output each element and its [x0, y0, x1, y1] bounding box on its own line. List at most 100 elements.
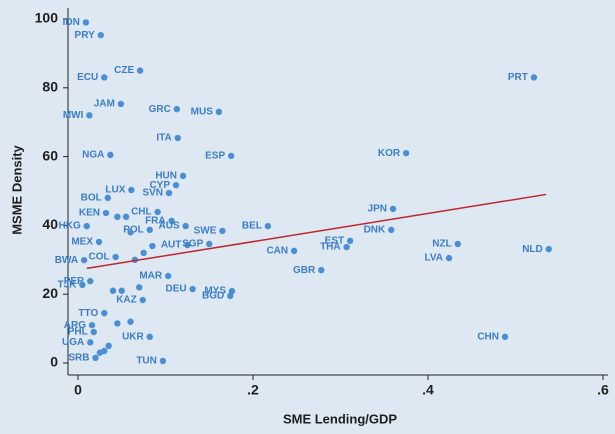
point-label: PRY: [75, 30, 96, 41]
y-tick-label: 20: [42, 285, 58, 301]
point: [445, 254, 453, 262]
x-axis-label: SME Lending/GDP: [283, 411, 397, 426]
point-label: BOL: [81, 193, 102, 204]
point-label: SWE: [194, 226, 217, 237]
point: [88, 321, 96, 329]
point-label: UGA: [62, 337, 84, 348]
x-tick-label: 0: [74, 382, 82, 398]
point: [343, 243, 350, 251]
point-label: MYS: [204, 286, 226, 297]
y-tick-label: 80: [42, 79, 58, 95]
point-label: CAN: [266, 245, 288, 256]
point-label: TJK: [57, 280, 77, 291]
point: [530, 74, 538, 81]
point: [140, 249, 147, 257]
point: [174, 134, 181, 142]
point-label: HUN: [155, 171, 177, 182]
point-label: LUX: [105, 185, 125, 196]
point: [86, 112, 93, 119]
point-label: EST: [325, 236, 344, 247]
point: [389, 205, 397, 213]
point: [82, 19, 90, 26]
point: [122, 213, 130, 220]
point: [118, 287, 125, 294]
point: [501, 333, 509, 341]
y-tick-label: 40: [42, 216, 58, 232]
point-label: CYP: [149, 180, 170, 191]
point: [402, 149, 410, 157]
point-label: THA: [320, 242, 341, 253]
point: [189, 285, 196, 293]
point-label: PHL: [68, 327, 88, 338]
point-label: ITA: [156, 133, 171, 144]
point-label: SVN: [142, 188, 163, 199]
point: [346, 237, 354, 245]
point: [136, 284, 143, 291]
point-label: NLD: [522, 244, 543, 255]
point-label: MEX: [71, 237, 93, 248]
point: [149, 242, 156, 250]
point: [90, 328, 97, 336]
point: [79, 281, 86, 289]
point: [127, 318, 134, 325]
point-label: COL: [89, 252, 110, 263]
point: [154, 208, 161, 216]
point: [105, 342, 112, 349]
point-label: CHN: [477, 331, 499, 342]
point: [182, 222, 189, 230]
point-label: SRB: [68, 352, 89, 363]
point: [219, 227, 226, 235]
point: [101, 74, 108, 81]
point: [101, 347, 108, 355]
point: [104, 194, 111, 202]
point-label: KEN: [79, 208, 100, 219]
y-tick-label: 60: [42, 147, 58, 163]
point: [128, 186, 135, 194]
point: [173, 105, 181, 113]
point-label: CZE: [114, 65, 134, 76]
x-tick-label: .4: [422, 382, 434, 398]
point-label: BWA: [55, 255, 78, 266]
point-label: ARG: [64, 320, 86, 331]
point: [168, 217, 175, 225]
point: [227, 152, 235, 160]
point-label: SGP: [182, 239, 203, 250]
point-label: KAZ: [116, 295, 137, 306]
point: [146, 226, 153, 234]
point: [95, 238, 103, 246]
point-label: MWI: [63, 110, 84, 121]
point: [228, 287, 236, 295]
y-axis-label: MSME Density: [9, 144, 24, 234]
trend-line: [86, 193, 547, 270]
point: [159, 357, 167, 365]
point: [83, 222, 90, 230]
point: [388, 226, 395, 234]
point-label: FRA: [145, 216, 166, 227]
point: [139, 296, 146, 304]
point-label: PRT: [508, 72, 528, 83]
point-label: DNK: [364, 225, 386, 236]
point: [117, 100, 125, 108]
point: [264, 222, 272, 230]
point-label: BGD: [202, 291, 224, 302]
point-label: IDN: [63, 17, 80, 28]
point-label: DEU: [166, 284, 187, 295]
point-label: CHL: [131, 207, 152, 218]
point: [114, 320, 121, 327]
point-label: PER: [64, 276, 85, 287]
point: [97, 31, 104, 39]
point: [290, 247, 298, 255]
point: [92, 354, 99, 362]
point-label: NGA: [82, 150, 104, 161]
point: [545, 245, 552, 253]
point-label: MUS: [191, 107, 214, 118]
point-label: POL: [123, 225, 144, 236]
point: [114, 213, 121, 220]
x-tick-label: .2: [247, 382, 259, 398]
point-label: NZL: [432, 239, 451, 250]
point-label: KOR: [378, 148, 401, 159]
point-label: GRC: [149, 104, 171, 115]
point-label: AUS: [159, 221, 180, 232]
